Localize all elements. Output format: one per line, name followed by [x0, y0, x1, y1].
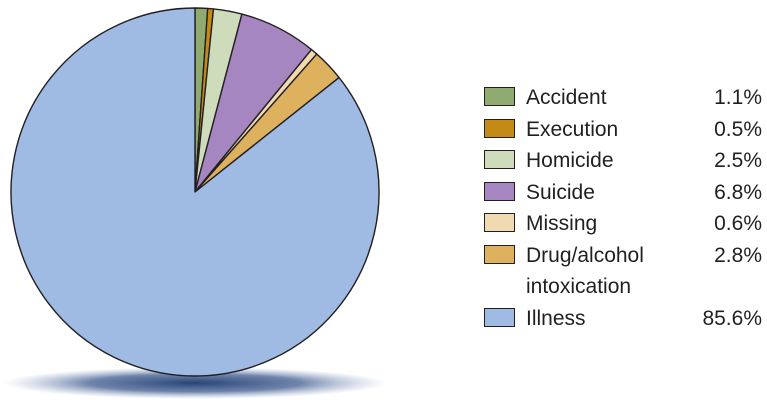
legend-item-execution: Execution 0.5%: [484, 114, 764, 146]
legend-label-accident: Accident: [526, 86, 607, 109]
legend-item-homicide: Homicide 2.5%: [484, 145, 764, 177]
legend-value-missing: 0.6%: [714, 212, 762, 235]
legend-swatch-drug-alcohol: [484, 244, 515, 264]
legend-label-illness: Illness: [526, 306, 586, 330]
legend-value-illness: 85.6%: [702, 306, 762, 330]
pie-slice-illness: [10, 7, 380, 377]
pie-slices: [10, 7, 380, 377]
legend-swatch-suicide: [484, 181, 515, 201]
legend-label-execution: Execution: [526, 117, 619, 141]
legend-item-illness: Illness 85.6%: [484, 303, 764, 335]
legend-swatch-illness: [484, 307, 515, 327]
legend: Accident 1.1% Execution 0.5% Homicide 2.…: [484, 82, 764, 334]
legend-value-suicide: 6.8%: [714, 180, 762, 204]
legend-swatch-homicide: [484, 150, 515, 169]
legend-value-drug-alcohol: 2.8%: [714, 243, 762, 267]
pie-shadow: [3, 367, 387, 399]
legend-swatch-accident: [484, 87, 515, 106]
legend-swatch-execution: [484, 118, 515, 138]
legend-item-drug-alcohol: Drug/alcohol intoxication 2.8%: [484, 240, 764, 303]
legend-item-accident: Accident 1.1%: [484, 82, 764, 114]
legend-value-execution: 0.5%: [714, 117, 762, 141]
legend-label-drug-alcohol: Drug/alcohol intoxication: [526, 243, 644, 299]
legend-label-suicide: Suicide: [526, 180, 595, 204]
legend-swatch-missing: [484, 213, 515, 232]
legend-value-accident: 1.1%: [714, 86, 762, 109]
legend-label-missing: Missing: [526, 212, 598, 235]
legend-item-suicide: Suicide 6.8%: [484, 177, 764, 209]
legend-item-missing: Missing 0.6%: [484, 208, 764, 240]
legend-label-homicide: Homicide: [526, 149, 614, 172]
legend-value-homicide: 2.5%: [714, 149, 762, 172]
